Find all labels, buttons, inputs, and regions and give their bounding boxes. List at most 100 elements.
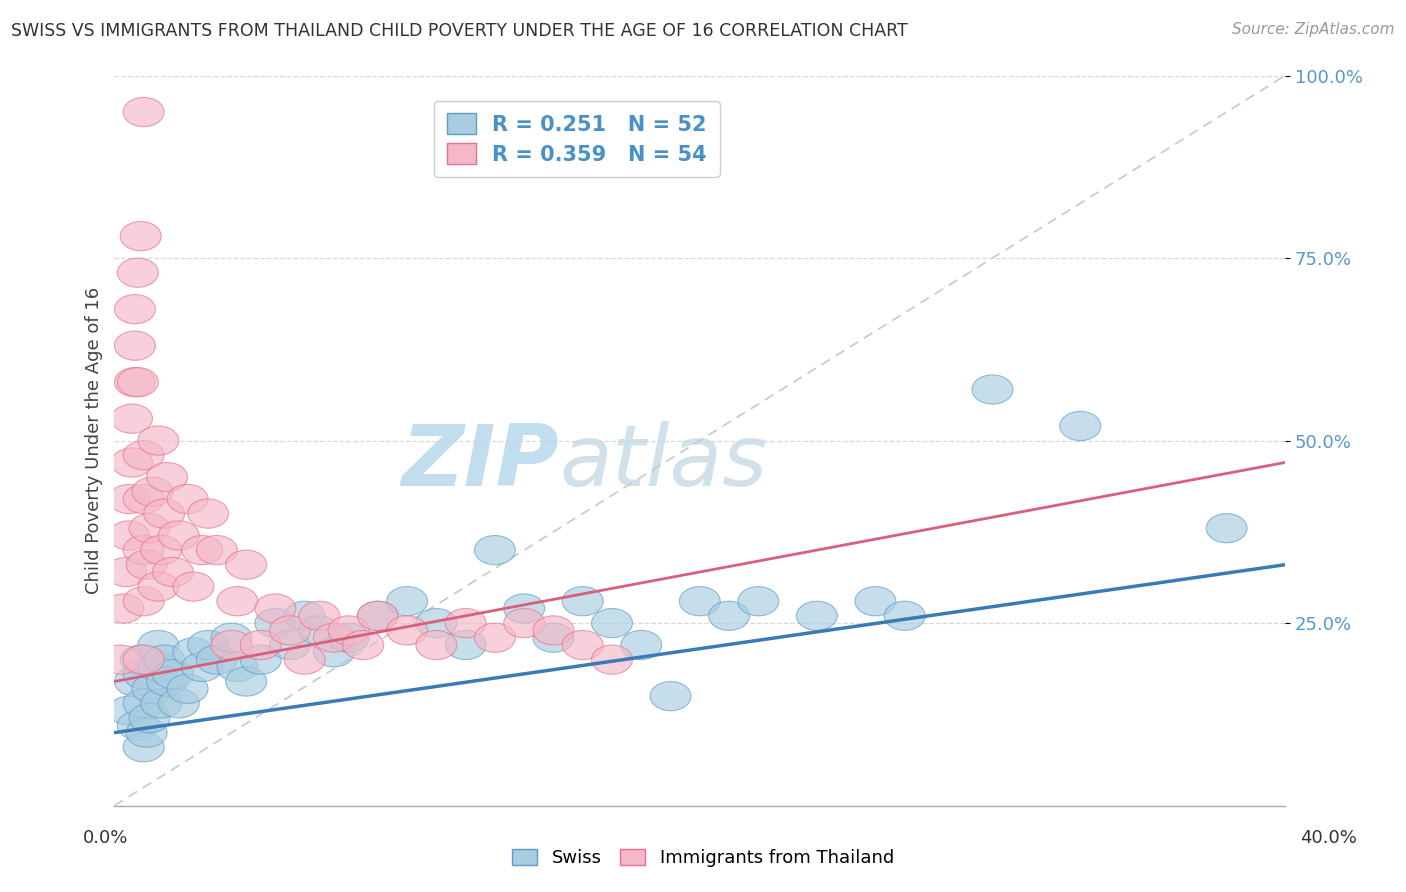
Ellipse shape [474, 624, 516, 652]
Ellipse shape [446, 608, 486, 638]
Ellipse shape [121, 221, 162, 251]
Ellipse shape [225, 550, 267, 579]
Ellipse shape [562, 587, 603, 615]
Ellipse shape [738, 587, 779, 615]
Text: atlas: atlas [560, 421, 768, 504]
Ellipse shape [328, 615, 368, 645]
Ellipse shape [197, 645, 238, 674]
Ellipse shape [284, 645, 325, 674]
Ellipse shape [709, 601, 749, 631]
Ellipse shape [152, 659, 194, 689]
Ellipse shape [357, 601, 398, 631]
Ellipse shape [1060, 411, 1101, 441]
Ellipse shape [181, 652, 222, 681]
Ellipse shape [138, 652, 179, 681]
Ellipse shape [138, 631, 179, 659]
Ellipse shape [124, 97, 165, 127]
Ellipse shape [167, 484, 208, 514]
Ellipse shape [533, 615, 574, 645]
Ellipse shape [124, 689, 165, 718]
Ellipse shape [855, 587, 896, 615]
Ellipse shape [152, 558, 194, 587]
Ellipse shape [159, 521, 200, 550]
Ellipse shape [211, 624, 252, 652]
Ellipse shape [138, 426, 179, 455]
Ellipse shape [143, 499, 184, 528]
Ellipse shape [138, 572, 179, 601]
Ellipse shape [143, 645, 184, 674]
Ellipse shape [1206, 514, 1247, 543]
Ellipse shape [127, 550, 167, 579]
Ellipse shape [114, 294, 156, 324]
Ellipse shape [592, 645, 633, 674]
Ellipse shape [387, 587, 427, 615]
Ellipse shape [884, 601, 925, 631]
Ellipse shape [217, 587, 257, 615]
Ellipse shape [114, 368, 156, 397]
Ellipse shape [127, 718, 167, 747]
Ellipse shape [650, 681, 690, 711]
Ellipse shape [314, 638, 354, 667]
Ellipse shape [173, 572, 214, 601]
Ellipse shape [124, 441, 165, 470]
Ellipse shape [357, 601, 398, 631]
Ellipse shape [211, 631, 252, 659]
Text: 40.0%: 40.0% [1301, 829, 1357, 847]
Ellipse shape [100, 645, 141, 674]
Ellipse shape [270, 631, 311, 659]
Text: ZIP: ZIP [402, 421, 560, 504]
Ellipse shape [159, 689, 200, 718]
Ellipse shape [240, 645, 281, 674]
Ellipse shape [146, 462, 187, 491]
Legend: R = 0.251   N = 52, R = 0.359   N = 54: R = 0.251 N = 52, R = 0.359 N = 54 [434, 101, 720, 178]
Ellipse shape [254, 594, 295, 624]
Ellipse shape [108, 696, 149, 725]
Ellipse shape [114, 667, 156, 696]
Ellipse shape [416, 631, 457, 659]
Ellipse shape [314, 624, 354, 652]
Ellipse shape [284, 601, 325, 631]
Ellipse shape [679, 587, 720, 615]
Ellipse shape [621, 631, 662, 659]
Ellipse shape [124, 732, 165, 762]
Ellipse shape [105, 558, 146, 587]
Ellipse shape [124, 645, 165, 674]
Ellipse shape [121, 645, 162, 674]
Ellipse shape [270, 615, 311, 645]
Ellipse shape [225, 667, 267, 696]
Ellipse shape [181, 535, 222, 565]
Ellipse shape [124, 484, 165, 514]
Ellipse shape [240, 631, 281, 659]
Ellipse shape [117, 368, 159, 397]
Ellipse shape [197, 535, 238, 565]
Ellipse shape [328, 624, 368, 652]
Ellipse shape [503, 608, 544, 638]
Ellipse shape [111, 404, 152, 434]
Ellipse shape [187, 499, 229, 528]
Ellipse shape [108, 521, 149, 550]
Ellipse shape [103, 594, 143, 624]
Ellipse shape [117, 258, 159, 287]
Ellipse shape [343, 631, 384, 659]
Ellipse shape [503, 594, 544, 624]
Ellipse shape [387, 615, 427, 645]
Ellipse shape [533, 624, 574, 652]
Ellipse shape [592, 608, 633, 638]
Ellipse shape [141, 535, 181, 565]
Ellipse shape [129, 514, 170, 543]
Ellipse shape [299, 601, 340, 631]
Ellipse shape [124, 659, 165, 689]
Ellipse shape [111, 448, 152, 477]
Ellipse shape [474, 535, 516, 565]
Ellipse shape [299, 615, 340, 645]
Ellipse shape [129, 704, 170, 732]
Ellipse shape [416, 608, 457, 638]
Ellipse shape [132, 674, 173, 704]
Text: 0.0%: 0.0% [83, 829, 128, 847]
Text: SWISS VS IMMIGRANTS FROM THAILAND CHILD POVERTY UNDER THE AGE OF 16 CORRELATION : SWISS VS IMMIGRANTS FROM THAILAND CHILD … [11, 22, 908, 40]
Ellipse shape [132, 477, 173, 507]
Ellipse shape [217, 652, 257, 681]
Ellipse shape [146, 667, 187, 696]
Ellipse shape [141, 689, 181, 718]
Text: Source: ZipAtlas.com: Source: ZipAtlas.com [1232, 22, 1395, 37]
